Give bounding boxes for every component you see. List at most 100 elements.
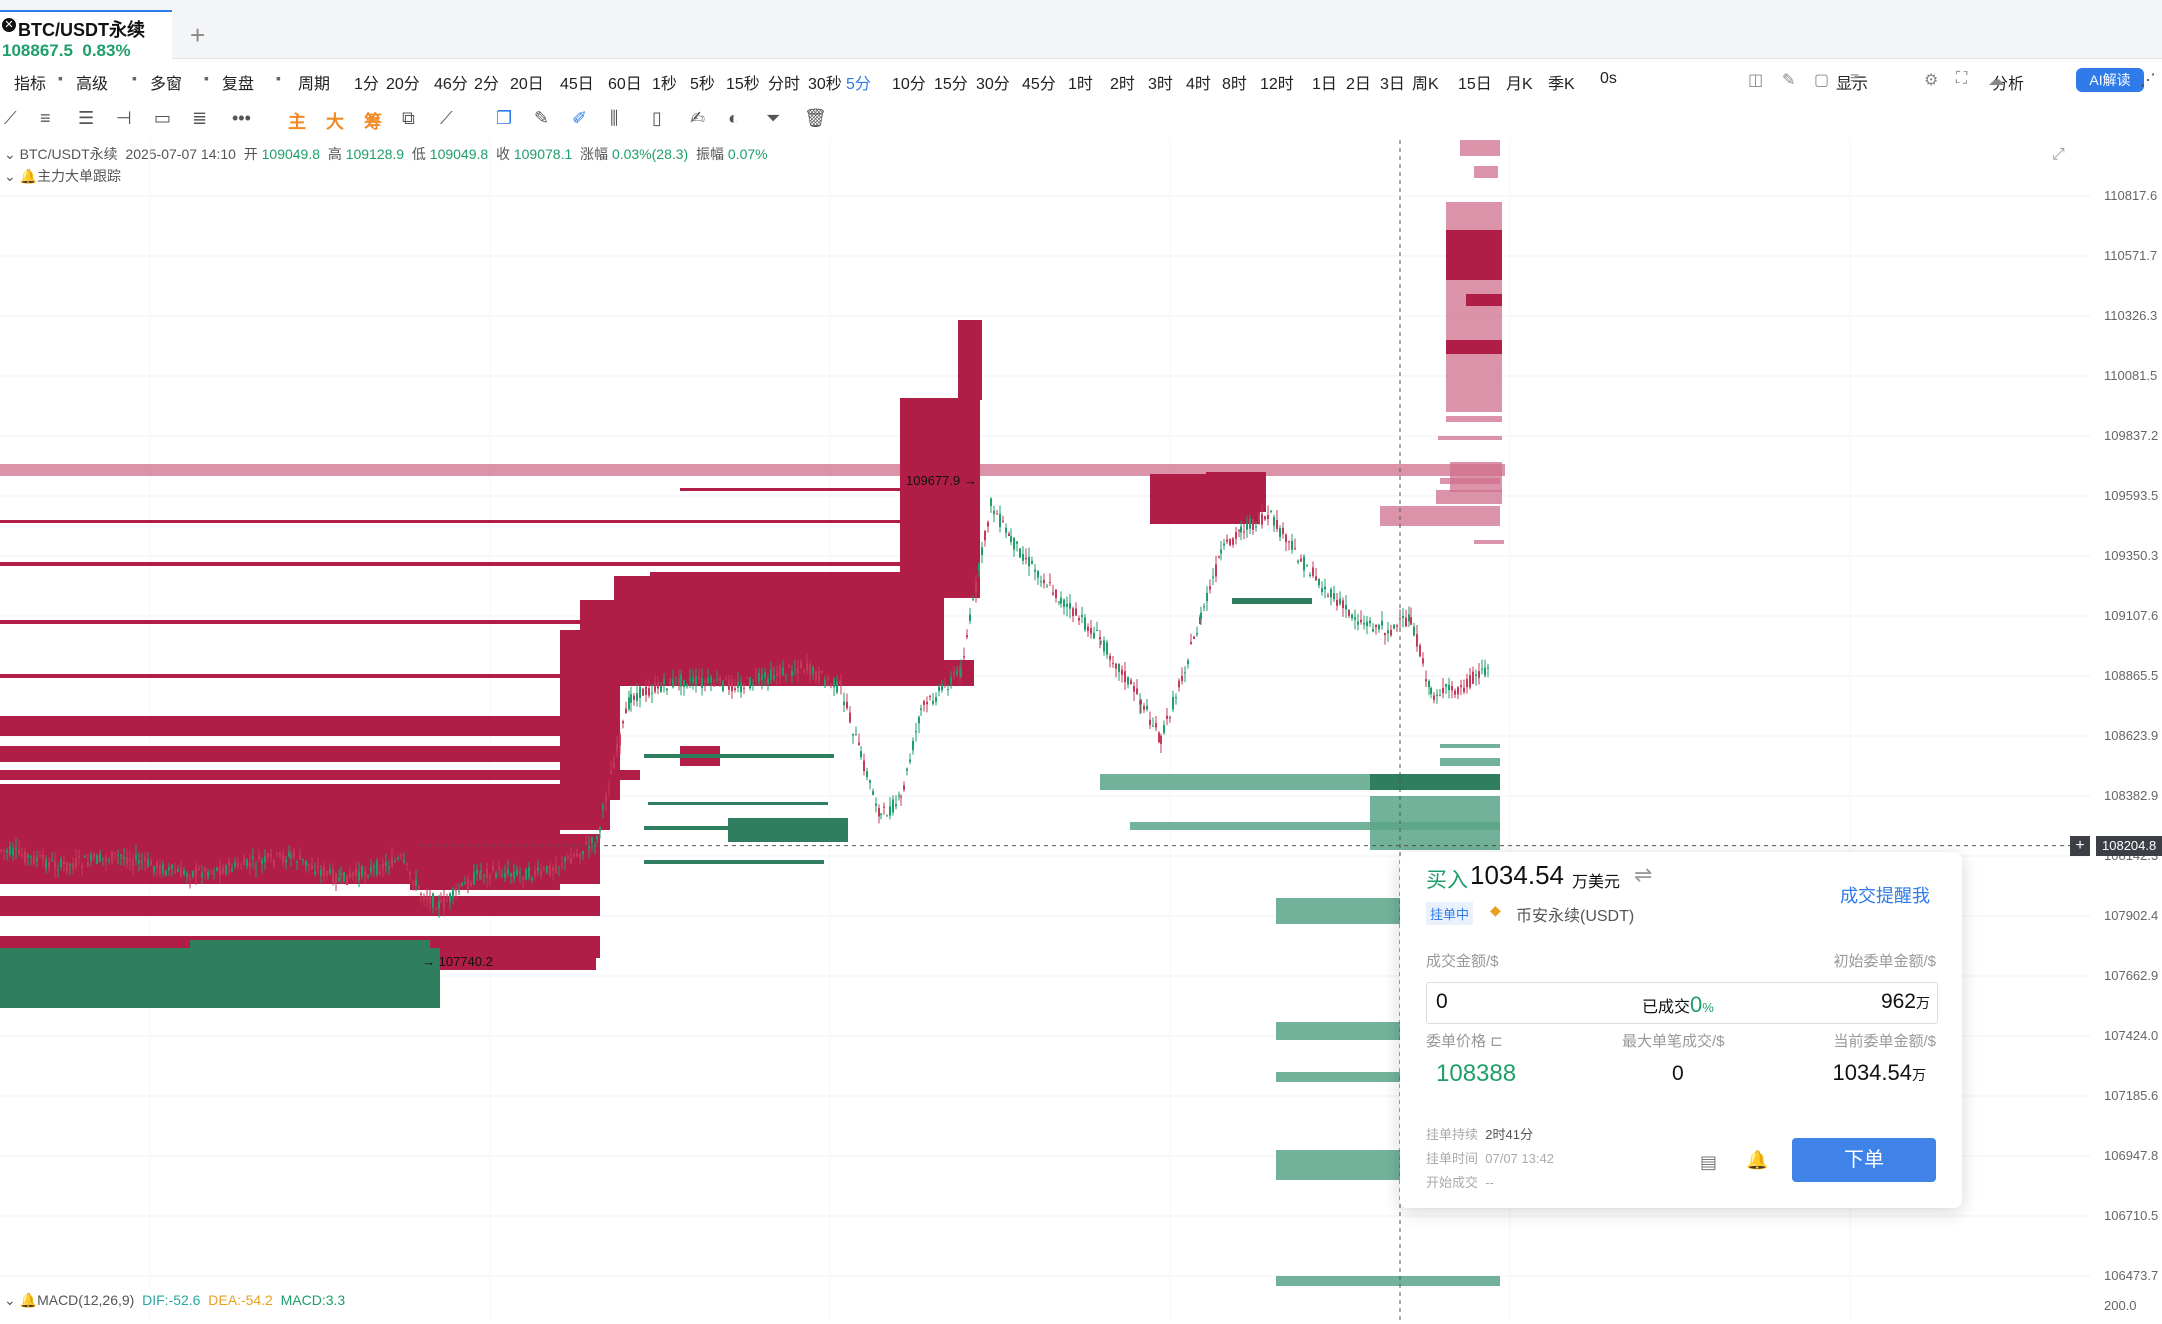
- toolbar-item-2m[interactable]: 2分: [474, 76, 499, 93]
- close-icon[interactable]: ✕: [2, 18, 16, 32]
- filter-icon[interactable]: ⏷: [766, 108, 781, 128]
- expand-chevron-icon[interactable]: ⌄: [4, 146, 16, 162]
- add-tab-button[interactable]: +: [190, 20, 206, 50]
- replay-icon[interactable]: ▪: [204, 70, 209, 86]
- parallel-channel-icon[interactable]: ☰: [78, 108, 95, 128]
- candle-body: [367, 876, 369, 878]
- toolbar-item-10m[interactable]: 10分: [892, 76, 926, 93]
- candle-body: [293, 851, 295, 858]
- toolbar-item-1d[interactable]: 1日: [1312, 76, 1337, 93]
- ask-liquidity-bar: [614, 576, 944, 660]
- candle-body: [692, 677, 694, 684]
- toolbar-item-5m[interactable]: 5分: [846, 76, 871, 93]
- toolbar-item-1h[interactable]: 1时: [1068, 76, 1093, 93]
- toolbar-item-20m[interactable]: 20分: [386, 76, 420, 93]
- magnet-icon[interactable]: ⟋: [440, 108, 453, 128]
- big-order-toggle[interactable]: 大: [326, 112, 344, 132]
- candle-body: [1229, 538, 1231, 546]
- swap-icon[interactable]: ⇌: [1634, 862, 1653, 887]
- candle-body: [743, 687, 745, 689]
- toolbar-item-60d[interactable]: 60日: [608, 76, 642, 93]
- toolbar-item-12h[interactable]: 12时: [1260, 76, 1294, 93]
- toolbar-item-15d[interactable]: 15日: [1458, 76, 1492, 93]
- toolbar-item-4h[interactable]: 4时: [1186, 76, 1211, 93]
- copy-icon[interactable]: ❐: [496, 108, 513, 128]
- ask-liquidity-bar: [0, 562, 900, 566]
- candle-body: [338, 877, 340, 881]
- candle-body: [1055, 589, 1057, 599]
- fullscreen-icon[interactable]: ⤢: [2052, 146, 2065, 163]
- advanced-icon[interactable]: ▪: [58, 70, 63, 86]
- candle-body: [1124, 671, 1126, 682]
- toolbar-item-45m[interactable]: 45分: [1022, 76, 1056, 93]
- eraser-icon[interactable]: ◐: [728, 108, 739, 128]
- toolbar-item-period[interactable]: 周期: [298, 76, 331, 93]
- more-icon[interactable]: •••: [232, 108, 251, 128]
- candle-body: [33, 855, 35, 865]
- toolbar-item-3h[interactable]: 3时: [1148, 76, 1173, 93]
- ai-interpret-button[interactable]: AI解读: [2076, 68, 2144, 92]
- pen-icon[interactable]: ✎: [1782, 72, 1796, 89]
- candle-body: [1163, 725, 1165, 733]
- candle-body: [1226, 539, 1228, 542]
- layout-icon[interactable]: ▢: [1814, 72, 1830, 89]
- toolbar-item-season[interactable]: 季K: [1548, 76, 1575, 93]
- fill-alert-link[interactable]: 成交提醒我: [1840, 886, 1930, 906]
- multi-window-icon[interactable]: ▪: [132, 70, 137, 86]
- toolbar-item-replay[interactable]: 复盘: [222, 76, 255, 93]
- candles-icon[interactable]: ⫼: [610, 108, 619, 128]
- rectangle-icon[interactable]: ▭: [154, 108, 172, 128]
- toolbar-item-indicator[interactable]: 指标: [14, 76, 47, 93]
- ruler-icon[interactable]: ✎: [534, 108, 550, 128]
- toolbar-item-3d[interactable]: 3日: [1380, 76, 1405, 93]
- horizontal-lines-icon[interactable]: ≡: [40, 108, 51, 128]
- ask-liquidity-bar: [614, 660, 974, 686]
- tab-btc-usdt[interactable]: [0, 10, 172, 60]
- main-force-toggle[interactable]: 主: [288, 112, 306, 132]
- toolbar-item-1s[interactable]: 1秒: [652, 76, 677, 93]
- toolbar-item-45d[interactable]: 45日: [560, 76, 594, 93]
- crosshair-add-icon[interactable]: +: [2070, 836, 2090, 856]
- cloud-icon[interactable]: ☁: [1988, 72, 2004, 89]
- list-icon[interactable]: ≡: [1850, 70, 1860, 87]
- toolbar-item-time-share[interactable]: 分时: [768, 76, 801, 93]
- camera-icon[interactable]: ◫: [1748, 72, 1764, 89]
- toolbar-item-1m[interactable]: 1分: [354, 76, 379, 93]
- settings-icon[interactable]: ⚙: [1924, 72, 1939, 89]
- toolbar-item-8h[interactable]: 8时: [1222, 76, 1247, 93]
- toolbar-item-5s[interactable]: 5秒: [690, 76, 715, 93]
- horizontal-ray-icon[interactable]: ⊣: [116, 108, 132, 128]
- candle-body: [114, 852, 116, 855]
- fib-icon[interactable]: ≣: [192, 108, 208, 128]
- toolbar-item-30s[interactable]: 30秒: [808, 76, 842, 93]
- trash-icon[interactable]: 🗑: [804, 108, 827, 128]
- toolbar-item-month[interactable]: 月K: [1506, 76, 1533, 93]
- clipboard-icon[interactable]: ▯: [652, 108, 662, 128]
- toolbar-item-0s[interactable]: 0s: [1600, 70, 1617, 87]
- toolbar-item-15s[interactable]: 15秒: [726, 76, 760, 93]
- share-icon[interactable]: ⋰: [2140, 72, 2156, 89]
- pen-icon[interactable]: ✐: [572, 108, 588, 128]
- toolbar-item-multi-window[interactable]: 多窗: [150, 76, 183, 93]
- toolbar-item-advanced[interactable]: 高级: [76, 76, 109, 93]
- lock-drawings-icon[interactable]: ⧉: [402, 108, 415, 128]
- chips-toggle[interactable]: 筹: [364, 112, 382, 132]
- toolbar-item-week[interactable]: 周K: [1412, 76, 1439, 93]
- note-icon[interactable]: ▤: [1700, 1152, 1718, 1172]
- toolbar-item-analysis[interactable]: 分析: [1992, 76, 2025, 93]
- note-icon[interactable]: ✍: [690, 108, 706, 128]
- toolbar-item-2h[interactable]: 2时: [1110, 76, 1135, 93]
- fullscreen-icon[interactable]: ⛶: [1956, 70, 1968, 87]
- toolbar-item-15m[interactable]: 15分: [934, 76, 968, 93]
- toolbar-item-display[interactable]: 显示: [1836, 76, 1869, 93]
- toolbar-item-46m[interactable]: 46分: [434, 76, 468, 93]
- candle-type-icon[interactable]: ▪: [276, 70, 281, 86]
- toolbar-item-30m[interactable]: 30分: [976, 76, 1010, 93]
- toolbar-item-2d[interactable]: 2日: [1346, 76, 1371, 93]
- bell-icon[interactable]: 🔔: [1746, 1150, 1769, 1170]
- toolbar-item-20d[interactable]: 20日: [510, 76, 544, 93]
- place-order-button[interactable]: 下单: [1792, 1138, 1936, 1182]
- big-order-tracker-label[interactable]: ⌄ 🔔主力大单跟踪: [4, 168, 122, 184]
- ask-liquidity-bar: [0, 896, 600, 916]
- line-tool-icon[interactable]: ⟋: [4, 108, 17, 128]
